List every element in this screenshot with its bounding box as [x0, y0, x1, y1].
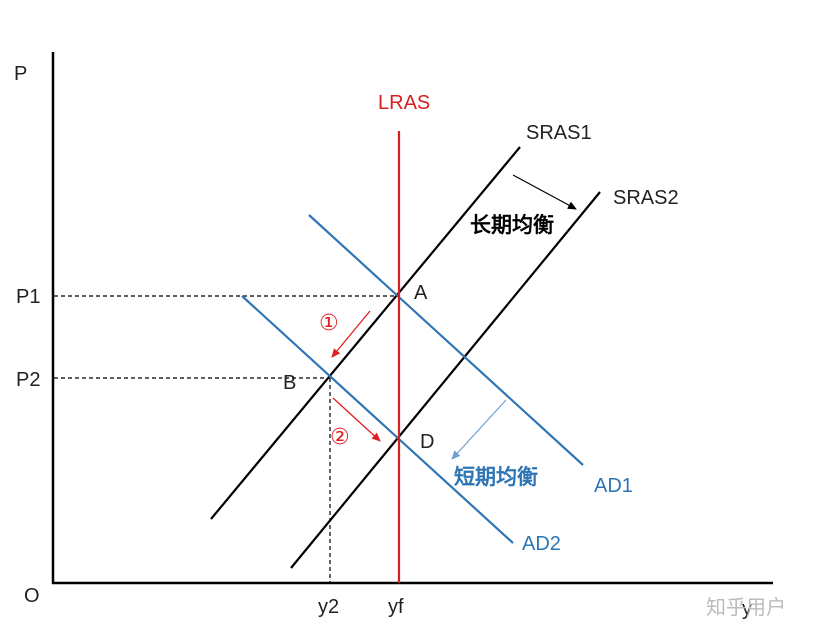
- ad1-curve: [308, 214, 584, 466]
- sras2-curve: [290, 191, 601, 569]
- step1-arrow: [331, 310, 371, 358]
- ad2-label: AD2: [522, 533, 561, 555]
- step2-label: ②: [330, 424, 350, 449]
- sras-shift-arrow: [512, 174, 577, 210]
- p1-tick-label: P1: [16, 286, 40, 308]
- long-run-equilibrium-label: 长期均衡: [470, 213, 554, 237]
- point-d-label: D: [420, 431, 434, 453]
- short-run-equilibrium-label: 短期均衡: [454, 465, 538, 489]
- lras-label: LRAS: [378, 92, 430, 114]
- sras2-label: SRAS2: [613, 187, 679, 209]
- watermark: 知乎用户: [706, 595, 786, 619]
- ad1-label: AD1: [594, 475, 633, 497]
- point-b-label: B: [283, 372, 296, 394]
- y-axis-label: P: [14, 63, 27, 85]
- sras1-label: SRAS1: [526, 122, 592, 144]
- step2-arrow: [332, 397, 381, 442]
- ad2-curve: [241, 295, 514, 544]
- ad-shift-arrow: [451, 399, 507, 460]
- x-axis-label: y: [742, 598, 752, 620]
- origin-label: O: [24, 585, 40, 607]
- point-a-label: A: [414, 282, 428, 304]
- y2-tick-label: y2: [318, 596, 339, 618]
- sras1-curve: [210, 146, 521, 520]
- yf-tick-label: yf: [388, 596, 404, 618]
- p2-tick-label: P2: [16, 369, 40, 391]
- step1-label: ①: [319, 310, 339, 335]
